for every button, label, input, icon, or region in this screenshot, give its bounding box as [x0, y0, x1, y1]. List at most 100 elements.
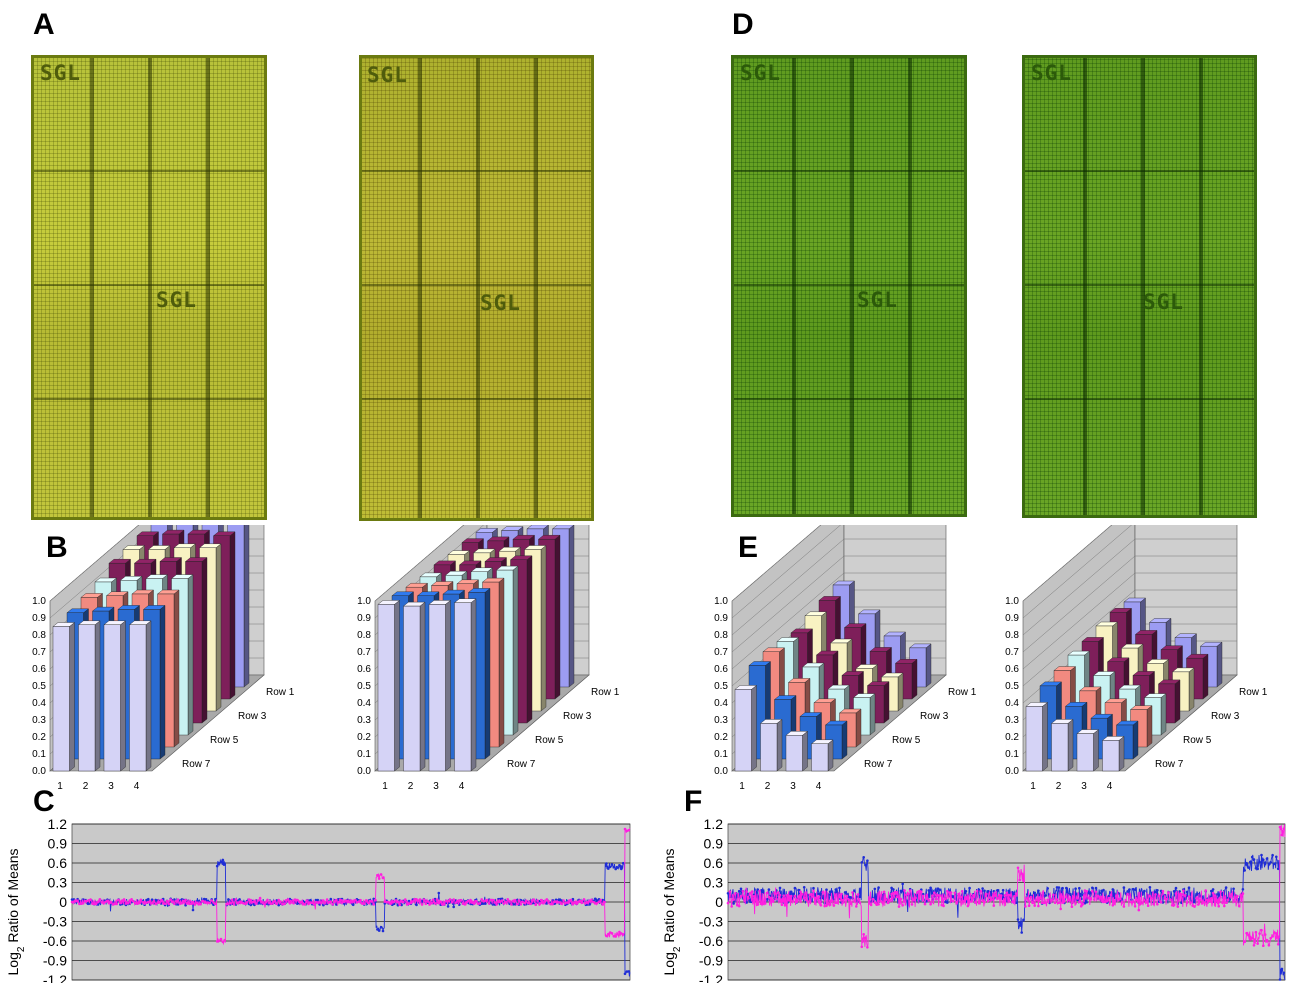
data-point	[1183, 894, 1187, 897]
data-point	[620, 867, 623, 871]
data-point	[750, 890, 754, 893]
data-point	[491, 898, 495, 902]
data-point	[1213, 894, 1217, 897]
data-point	[1107, 896, 1111, 900]
x-tick-label: 1	[739, 781, 745, 792]
bar	[734, 684, 758, 772]
data-point	[426, 900, 430, 903]
data-point	[890, 886, 893, 890]
row-label: Row 5	[210, 735, 239, 746]
data-point	[104, 900, 107, 904]
data-point	[1245, 931, 1248, 935]
y-tick-label: -0.6	[43, 933, 67, 949]
data-point	[351, 900, 355, 903]
data-point	[756, 888, 759, 891]
data-point	[949, 891, 953, 894]
data-point	[593, 902, 597, 905]
data-point	[1265, 857, 1269, 860]
bar	[77, 620, 101, 772]
data-point	[463, 903, 467, 906]
data-point	[1118, 897, 1122, 900]
data-point	[528, 902, 532, 906]
data-point	[379, 926, 383, 929]
y-tick-label: 0.5	[1005, 681, 1019, 692]
data-point	[310, 901, 314, 905]
data-point	[1271, 935, 1274, 938]
bar-front	[1025, 706, 1043, 772]
data-point	[825, 888, 828, 891]
data-point	[1055, 886, 1059, 889]
data-point	[934, 897, 938, 901]
data-point	[1195, 897, 1198, 900]
data-point	[773, 891, 776, 894]
y-tick-label: 0.7	[714, 647, 728, 658]
data-point	[1102, 888, 1105, 892]
data-point	[119, 901, 122, 905]
data-point	[802, 896, 806, 900]
data-point	[454, 901, 457, 905]
bar-side	[69, 622, 75, 772]
data-point	[1128, 888, 1131, 891]
gridline	[731, 555, 946, 653]
y-tick-label: -0.3	[43, 914, 67, 930]
data-point	[1076, 897, 1079, 900]
data-point	[1221, 901, 1224, 904]
data-point	[618, 930, 621, 934]
data-point	[152, 899, 156, 903]
data-point	[1128, 895, 1131, 899]
data-point	[476, 902, 480, 905]
y-tick-label: 0.3	[1005, 715, 1019, 726]
data-point	[1271, 853, 1274, 857]
bar-side	[751, 684, 757, 772]
data-point	[316, 898, 320, 902]
data-point	[871, 897, 875, 901]
data-point	[1193, 905, 1196, 908]
data-point	[730, 905, 733, 908]
data-point	[89, 898, 92, 901]
microarray-image-d-left: SGL SGL	[731, 55, 967, 517]
data-point	[931, 894, 934, 897]
data-point	[1262, 858, 1265, 862]
data-point	[929, 902, 932, 906]
bar-chart-3d-e-right: 0.0 0.1 0.2 0.3 0.4 0.5 0.6 0.7 0.8 0.9 1.0 1 2 3 4 Row…	[1005, 525, 1268, 792]
bar	[1025, 701, 1049, 772]
gridline	[731, 572, 946, 670]
data-point	[1074, 902, 1077, 905]
data-point	[843, 891, 847, 894]
data-point	[1230, 892, 1233, 896]
data-point	[480, 898, 484, 901]
row-label: Row 7	[507, 759, 536, 770]
gridline	[731, 525, 822, 602]
y-tick-label: 0.2	[357, 732, 371, 743]
data-point	[845, 894, 849, 898]
bar-side	[215, 543, 222, 712]
data-point	[879, 899, 882, 903]
data-point	[1204, 889, 1207, 892]
data-point	[1143, 889, 1146, 893]
data-point	[819, 904, 823, 907]
data-point	[521, 900, 524, 904]
data-point	[983, 889, 986, 893]
data-point	[745, 890, 748, 893]
data-point	[1098, 895, 1101, 899]
x-tick-label: 3	[1081, 781, 1087, 792]
sgl-block-label: SGL	[857, 288, 898, 312]
data-point	[1193, 900, 1196, 903]
bar-side	[827, 739, 834, 772]
data-point	[973, 901, 977, 904]
data-point	[834, 888, 838, 891]
data-point	[791, 892, 795, 895]
data-point	[413, 898, 416, 901]
y-axis-label: Log2 Ratio of Means	[661, 849, 683, 976]
data-point	[810, 892, 813, 896]
y-tick-label: 1.2	[704, 818, 724, 832]
data-point	[420, 903, 424, 906]
data-point	[381, 876, 385, 880]
data-point	[307, 902, 310, 906]
data-point	[1037, 889, 1040, 893]
data-point	[1001, 888, 1005, 892]
data-point	[148, 899, 152, 903]
data-point	[392, 900, 396, 904]
data-point	[737, 889, 741, 893]
data-point	[199, 902, 202, 906]
